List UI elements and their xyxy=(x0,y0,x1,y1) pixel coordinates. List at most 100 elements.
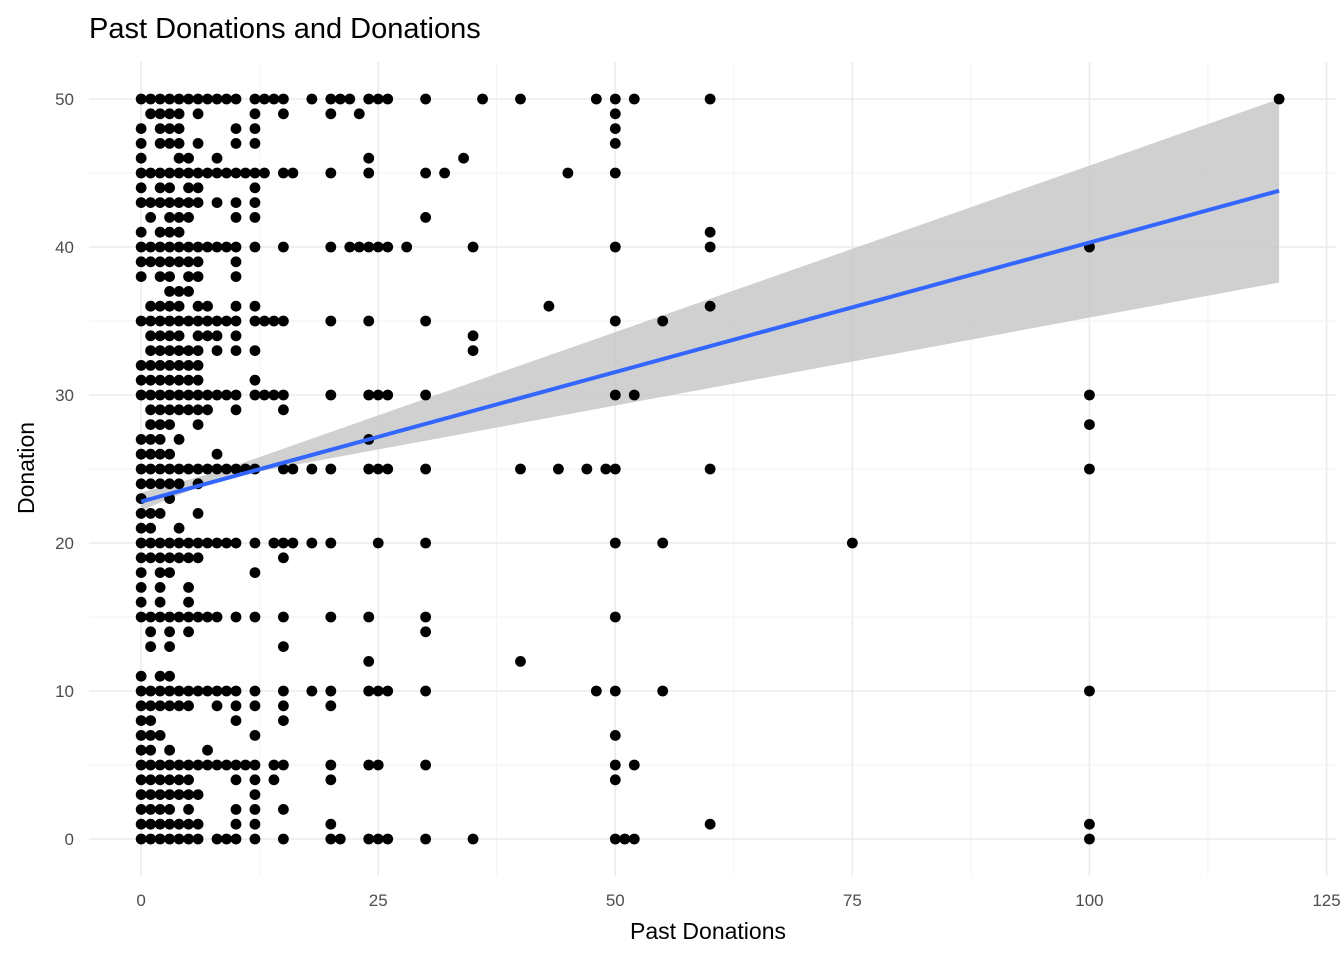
data-point xyxy=(325,685,337,697)
data-point xyxy=(164,419,176,430)
data-point xyxy=(202,463,213,475)
data-point xyxy=(183,596,194,608)
data-point xyxy=(173,138,185,149)
data-point xyxy=(164,685,176,697)
data-point xyxy=(287,167,299,179)
data-point xyxy=(249,818,261,830)
data-point xyxy=(363,152,375,164)
data-point xyxy=(221,93,232,105)
data-point xyxy=(164,123,176,134)
data-point xyxy=(164,759,176,771)
data-point xyxy=(183,256,194,268)
data-point xyxy=(240,167,251,179)
data-point xyxy=(183,374,194,386)
data-point xyxy=(164,567,176,578)
data-point xyxy=(145,167,157,179)
data-point xyxy=(135,567,147,578)
data-point xyxy=(192,759,204,771)
data-point xyxy=(154,419,166,430)
data-point xyxy=(609,241,621,253)
data-point xyxy=(192,197,204,209)
x-axis-tick-labels: 0 25 50 75 100 125 xyxy=(136,891,1340,910)
data-point xyxy=(363,685,375,697)
data-point xyxy=(173,345,185,356)
data-point xyxy=(135,744,147,756)
data-point xyxy=(420,315,432,327)
data-point xyxy=(202,744,213,756)
data-point xyxy=(249,182,261,194)
data-point xyxy=(277,404,289,416)
data-point xyxy=(420,833,432,845)
data-point xyxy=(439,167,451,179)
data-point xyxy=(467,345,479,356)
data-point xyxy=(325,108,337,120)
data-point xyxy=(363,611,375,623)
data-point xyxy=(420,626,432,638)
data-point xyxy=(135,93,147,105)
data-point xyxy=(173,404,185,416)
data-point xyxy=(609,833,621,845)
data-point xyxy=(183,552,194,564)
data-point xyxy=(154,434,166,445)
data-point xyxy=(420,212,432,223)
data-point xyxy=(249,123,261,134)
data-point xyxy=(192,818,204,830)
data-point xyxy=(145,212,157,223)
data-point xyxy=(173,759,185,771)
data-point xyxy=(211,611,223,623)
data-point xyxy=(145,374,157,386)
data-point xyxy=(192,508,204,519)
data-point xyxy=(192,182,204,194)
x-tick-label: 75 xyxy=(843,891,862,910)
data-point xyxy=(135,463,147,475)
data-point xyxy=(249,833,261,845)
data-point xyxy=(202,315,213,327)
data-point xyxy=(164,463,176,475)
data-point xyxy=(268,774,280,786)
data-point xyxy=(628,833,640,845)
data-point xyxy=(154,256,166,268)
data-point xyxy=(145,478,157,490)
data-point xyxy=(562,167,574,179)
data-point xyxy=(211,330,223,342)
data-point xyxy=(154,123,166,134)
data-point xyxy=(135,522,147,534)
data-point xyxy=(420,167,432,179)
data-point xyxy=(164,241,176,253)
data-point xyxy=(334,833,346,845)
data-point xyxy=(363,759,375,771)
data-point xyxy=(230,315,242,327)
data-point xyxy=(154,448,166,460)
data-point xyxy=(202,611,213,623)
data-point xyxy=(154,389,166,401)
data-point xyxy=(192,271,204,282)
data-point xyxy=(154,818,166,830)
data-point xyxy=(1084,685,1095,697)
y-axis-title: Donation xyxy=(13,422,39,514)
data-point xyxy=(164,345,176,356)
data-point xyxy=(277,241,289,253)
data-point xyxy=(164,804,176,815)
data-point xyxy=(164,108,176,120)
data-point xyxy=(230,345,242,356)
data-point xyxy=(164,271,176,282)
data-point xyxy=(372,241,384,253)
data-point xyxy=(164,700,176,712)
data-point xyxy=(609,463,621,475)
data-point xyxy=(325,537,337,549)
data-point xyxy=(183,404,194,416)
data-point xyxy=(609,167,621,179)
regression-line xyxy=(140,188,1280,504)
data-point xyxy=(145,744,157,756)
data-point xyxy=(230,774,242,786)
data-point xyxy=(619,833,631,845)
data-point xyxy=(325,611,337,623)
data-point xyxy=(192,241,204,253)
data-point xyxy=(249,300,261,312)
data-point xyxy=(164,626,176,638)
data-point xyxy=(192,138,204,149)
data-point xyxy=(363,167,375,179)
data-point xyxy=(145,389,157,401)
data-point xyxy=(154,300,166,312)
data-point xyxy=(249,197,261,209)
